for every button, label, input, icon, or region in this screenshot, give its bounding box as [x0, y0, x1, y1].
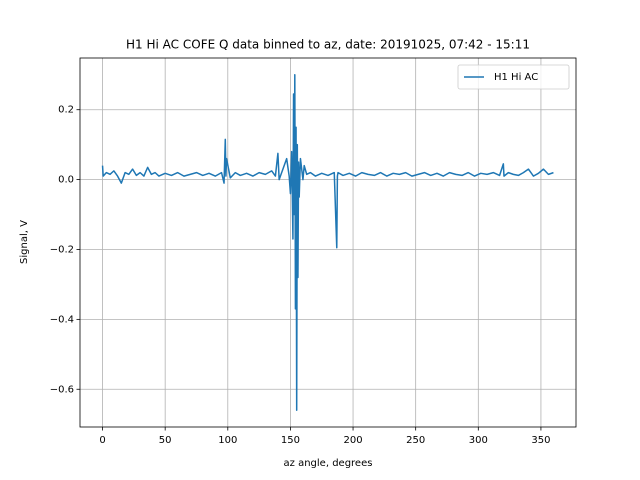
- legend-label: H1 Hi AC: [494, 72, 538, 83]
- x-tick-label: 0: [99, 435, 105, 446]
- legend-box: [457, 64, 570, 90]
- y-axis-label: Signal, V: [19, 220, 30, 264]
- y-tick-label: 0.0: [58, 175, 74, 186]
- x-axis-label: az angle, degrees: [284, 458, 373, 469]
- x-tick-label: 350: [531, 435, 550, 446]
- data-line: [101, 74, 554, 411]
- x-tick-label: 250: [406, 435, 425, 446]
- x-tick-label: 50: [159, 435, 172, 446]
- y-tick-label: −0.4: [50, 314, 74, 325]
- x-tick-label: 300: [469, 435, 488, 446]
- y-tick-label: −0.2: [50, 244, 74, 255]
- y-tick-label: −0.6: [50, 384, 74, 395]
- chart-title: H1 Hi AC COFE Q data binned to az, date:…: [126, 38, 530, 52]
- x-tick-label: 150: [281, 435, 300, 446]
- x-tick-label: 200: [344, 435, 363, 446]
- y-tick-label: 0.2: [58, 105, 74, 116]
- plot-frame: [79, 57, 577, 428]
- x-tick-label: 100: [218, 435, 237, 446]
